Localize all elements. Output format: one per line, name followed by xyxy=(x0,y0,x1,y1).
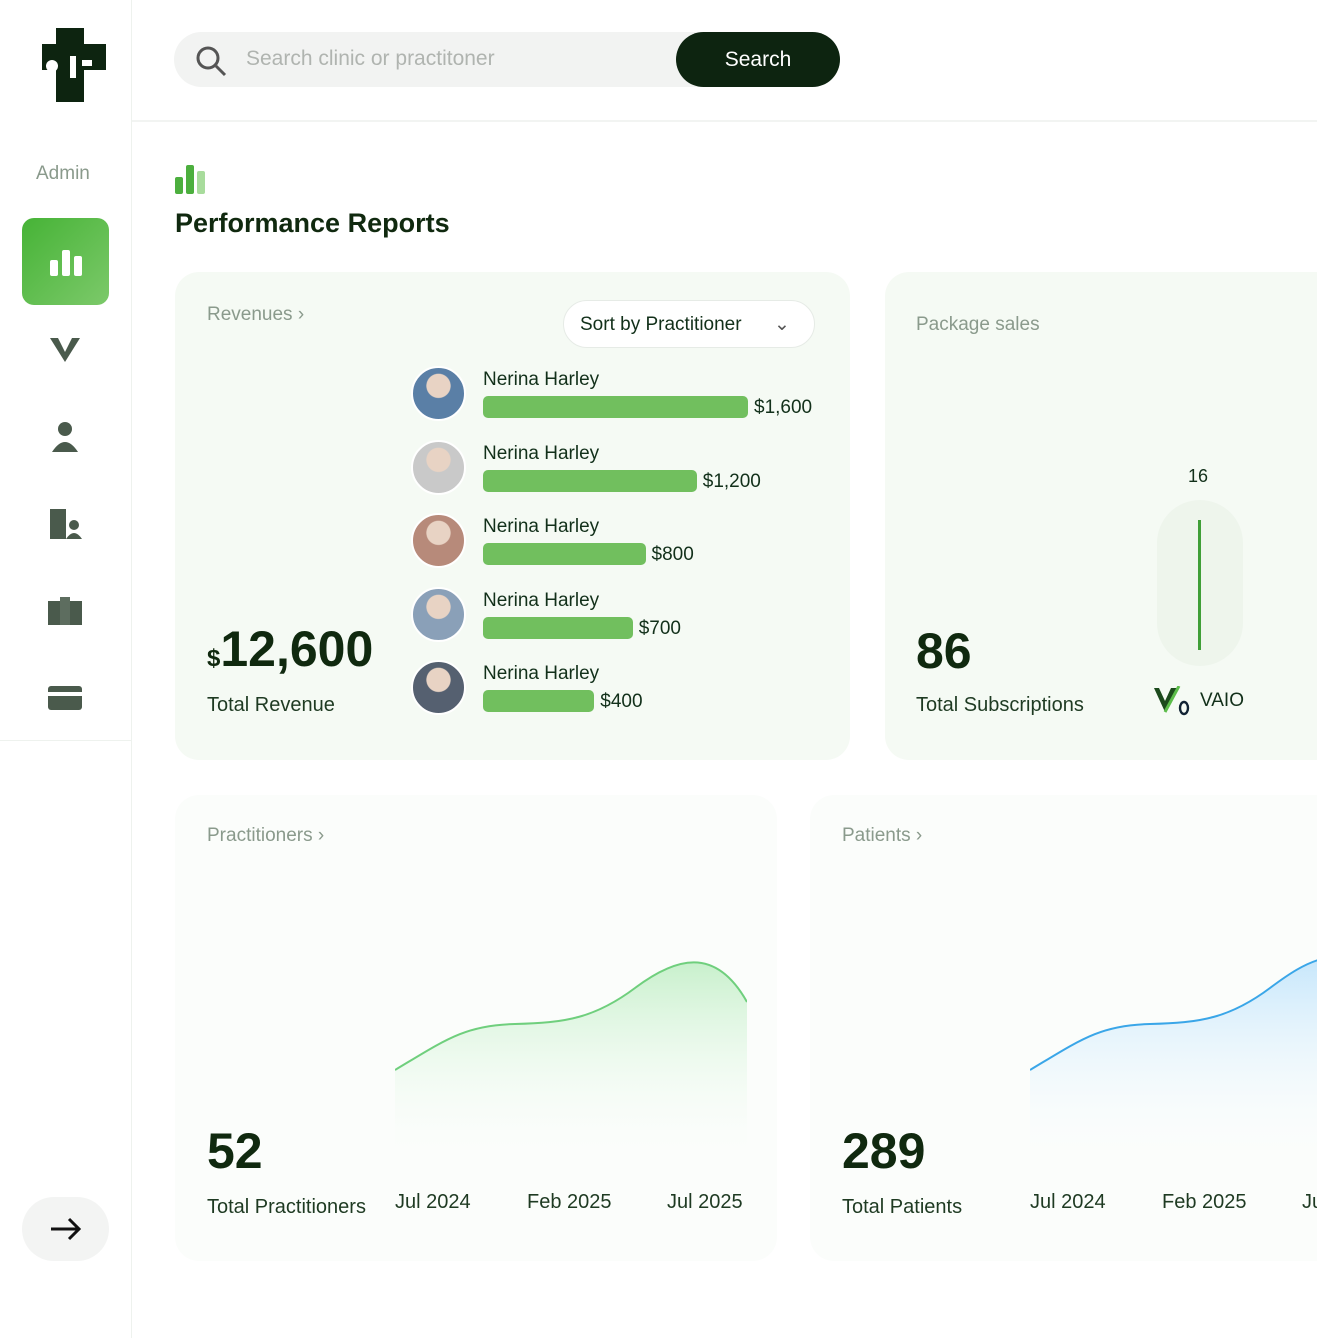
x-label: Jul 2025 xyxy=(667,1191,743,1213)
total-subscriptions: 86 xyxy=(916,623,972,679)
title: Practitioners xyxy=(207,825,313,846)
nav-patients[interactable] xyxy=(48,507,82,541)
nav-clinics[interactable] xyxy=(48,595,82,629)
vendor-name: VAIO xyxy=(1200,690,1244,711)
x-label: Jul 2024 xyxy=(1030,1191,1106,1213)
trend-area xyxy=(395,961,747,1170)
total-label: Total Practitioners xyxy=(207,1196,366,1218)
package-value: 16 xyxy=(1188,466,1209,487)
logo xyxy=(42,28,106,102)
role: Admin xyxy=(36,163,90,184)
nav-billing[interactable] xyxy=(48,682,82,716)
avatar xyxy=(411,586,466,642)
divider xyxy=(131,0,132,1338)
sort-dropdown[interactable]: Sort by Practitioner ⌄ xyxy=(563,300,815,348)
practitioner-name: Nerina Harley xyxy=(483,369,600,390)
x-label: Jul 2024 xyxy=(395,1191,471,1213)
page-title: Performance Reports xyxy=(175,208,450,238)
revenue-bar xyxy=(483,543,646,566)
sort-label: Sort by Practitioner xyxy=(580,314,742,335)
logout-button[interactable] xyxy=(22,1197,109,1261)
card-title[interactable]: Patients › xyxy=(842,825,923,846)
total-label: Total Subscriptions xyxy=(916,694,1084,716)
practitioner-name: Nerina Harley xyxy=(483,516,600,538)
avatar xyxy=(411,366,466,421)
x-label: Feb 2025 xyxy=(527,1191,612,1213)
revenue-bar xyxy=(483,690,595,713)
total-label: Total Revenue xyxy=(207,694,335,716)
total-patients: 289 xyxy=(842,1123,926,1179)
nav-reports[interactable] xyxy=(22,218,109,305)
total-revenue: $12,600 xyxy=(207,620,373,678)
revenue-label: $1,200 xyxy=(702,470,761,492)
revenue-bar xyxy=(483,396,748,418)
card-title[interactable]: Practitioners › xyxy=(207,825,325,846)
revenue-label: $700 xyxy=(638,617,681,639)
package-card xyxy=(885,272,1317,760)
nav-vendors[interactable] xyxy=(48,332,82,366)
search-placeholder: Search clinic or practitoner xyxy=(246,47,495,70)
avatar xyxy=(411,513,466,569)
revenue-label: $800 xyxy=(651,544,694,566)
revenue-bar xyxy=(483,469,697,492)
x-label: Jul 2025 xyxy=(1302,1191,1317,1213)
card-title: Package sales xyxy=(916,314,1040,335)
title: Patients xyxy=(842,825,911,846)
trend-area xyxy=(1030,959,1317,1170)
search-bar[interactable]: Search clinic or practitoner Search xyxy=(174,32,840,87)
total-practitioners: 52 xyxy=(207,1123,263,1179)
nav-practitioners[interactable] xyxy=(48,420,82,454)
x-label: Feb 2025 xyxy=(1162,1191,1247,1213)
practitioner-name: Nerina Harley xyxy=(483,589,600,611)
revenue-bar xyxy=(483,616,633,639)
package-bar xyxy=(1198,520,1201,650)
divider xyxy=(132,120,1317,122)
card-title[interactable]: Revenues › xyxy=(207,304,305,325)
divider xyxy=(0,740,131,741)
revenue-label: $400 xyxy=(600,691,643,713)
title-icon xyxy=(175,165,205,194)
revenues-card xyxy=(175,272,850,760)
revenue-label: $1,600 xyxy=(754,397,813,418)
amount: 12,600 xyxy=(220,621,374,677)
title: Revenues xyxy=(207,304,293,325)
currency: $ xyxy=(207,645,221,672)
avatar xyxy=(411,439,466,495)
search-button[interactable]: Search xyxy=(676,32,840,87)
avatar xyxy=(411,660,466,716)
vendor-logo xyxy=(1154,686,1190,716)
total-label: Total Patients xyxy=(842,1196,963,1218)
practitioner-name: Nerina Harley xyxy=(483,663,600,685)
practitioner-name: Nerina Harley xyxy=(483,442,600,464)
